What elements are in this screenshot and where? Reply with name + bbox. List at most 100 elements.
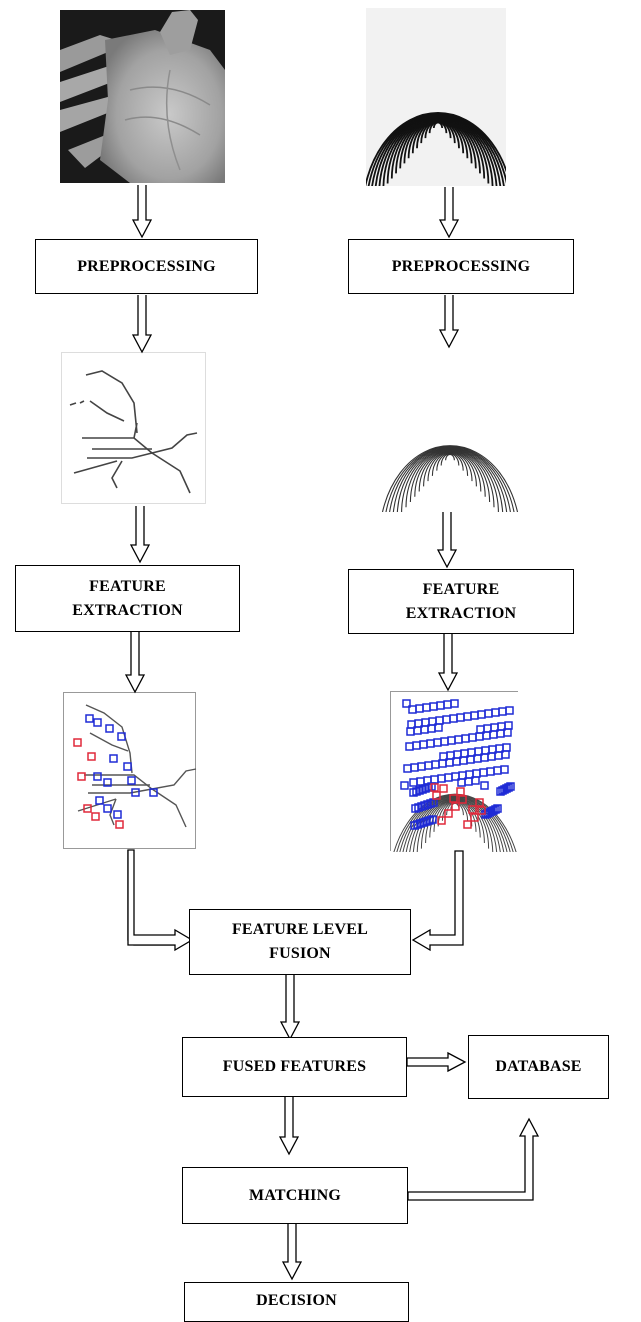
arrow-right-preprocessing-to-image xyxy=(438,295,460,349)
right-preprocessing-label: PREPROCESSING xyxy=(391,257,531,275)
arrow-palm-to-preprocessing xyxy=(131,185,153,239)
ridge-line xyxy=(392,446,508,523)
minutia-marker xyxy=(434,723,443,732)
ridge-line xyxy=(423,451,477,487)
minutia-marker xyxy=(498,786,507,795)
minutia-marker xyxy=(411,804,420,813)
palm-image xyxy=(60,10,225,183)
ridge-line xyxy=(387,446,513,529)
minutia-marker xyxy=(468,805,477,814)
minutia-marker xyxy=(93,772,102,781)
minutia-marker xyxy=(113,810,122,819)
minutia-marker xyxy=(115,820,124,829)
minutia-marker xyxy=(451,802,460,811)
left-feature-extraction-label: FEATURE EXTRACTION xyxy=(72,577,183,619)
ridge-line xyxy=(414,449,486,497)
minutia-marker xyxy=(477,806,486,815)
minutia-marker xyxy=(437,816,446,825)
matching-box: MATCHING xyxy=(182,1167,408,1224)
minutia-marker xyxy=(501,750,510,759)
minutia-marker xyxy=(439,784,448,793)
arrow-left-extraction-to-minutiae xyxy=(124,632,146,694)
minutia-marker xyxy=(480,781,489,790)
ridge-line xyxy=(427,451,473,482)
arrow-fused-to-database xyxy=(406,1051,467,1073)
ridge-line xyxy=(418,450,482,492)
minutia-marker xyxy=(402,699,411,708)
palm-thinned-image xyxy=(61,352,206,504)
ridge-line xyxy=(361,112,515,214)
minutia-marker xyxy=(400,781,409,790)
minutia-marker xyxy=(410,821,419,830)
minutia-marker xyxy=(117,732,126,741)
minutia-marker xyxy=(456,787,465,796)
ridge-line xyxy=(383,445,517,534)
minutia-marker xyxy=(449,794,458,803)
minutia-marker xyxy=(409,788,418,797)
minutia-marker xyxy=(432,791,441,800)
ridge-line xyxy=(416,798,494,855)
arrow-fusion-to-fused xyxy=(279,975,301,1041)
minutia-marker xyxy=(87,752,96,761)
minutia-marker xyxy=(444,809,453,818)
minutia-marker xyxy=(430,783,439,792)
ridge-line xyxy=(440,453,460,466)
minutia-marker xyxy=(463,820,472,829)
minutia-marker xyxy=(77,772,86,781)
minutia-marker xyxy=(503,728,512,737)
arrow-matching-to-decision xyxy=(281,1224,303,1281)
right-feature-extraction-box: FEATURE EXTRACTION xyxy=(348,569,574,634)
feature-level-fusion-box: FEATURE LEVEL FUSION xyxy=(189,909,411,975)
minutia-marker xyxy=(471,776,480,785)
minutia-marker xyxy=(105,724,114,733)
left-preprocessing-box: PREPROCESSING xyxy=(35,239,258,294)
fingerprint-image xyxy=(361,8,515,214)
ridge-line xyxy=(412,797,498,860)
minutia-marker xyxy=(103,804,112,813)
minutia-marker xyxy=(91,812,100,821)
minutia-marker xyxy=(505,706,514,715)
ridge-line xyxy=(401,448,499,513)
minutia-marker xyxy=(93,718,102,727)
ridge-line xyxy=(399,795,511,877)
arrow-left-minutiae-to-fusion xyxy=(127,849,195,952)
minutia-marker xyxy=(85,714,94,723)
ridge-line xyxy=(431,452,469,476)
arrow-fused-to-matching xyxy=(278,1097,300,1156)
fingerprint-thinned-image xyxy=(378,350,521,539)
ridge-line xyxy=(405,448,495,508)
minutia-marker xyxy=(73,738,82,747)
ridge-line xyxy=(429,799,481,838)
arrow-fingerprint-to-preprocessing xyxy=(438,187,460,239)
minutia-marker xyxy=(500,765,509,774)
minutia-marker xyxy=(470,813,479,822)
fingerprint-minutiae-image xyxy=(387,691,523,894)
palm-minutiae-image xyxy=(63,692,197,849)
database-box: DATABASE xyxy=(468,1035,609,1099)
right-preprocessing-box: PREPROCESSING xyxy=(348,239,574,294)
arrow-left-preprocessing-to-image xyxy=(131,295,153,354)
minutia-marker xyxy=(496,787,505,796)
ridge-line xyxy=(436,452,464,471)
ridge-line xyxy=(379,445,521,539)
fused-features-box: FUSED FEATURES xyxy=(182,1037,407,1097)
left-preprocessing-label: PREPROCESSING xyxy=(77,257,216,275)
ridge-line xyxy=(408,796,502,866)
ridge-line xyxy=(409,449,491,502)
right-feature-extraction-label: FEATURE EXTRACTION xyxy=(405,580,517,622)
minutia-marker xyxy=(123,762,132,771)
arrow-right-image-to-extraction xyxy=(436,512,458,569)
minutia-marker xyxy=(149,788,158,797)
feature-level-fusion-label: FEATURE LEVEL FUSION xyxy=(231,921,369,962)
minutia-marker xyxy=(109,754,118,763)
minutia-marker xyxy=(458,795,467,804)
matching-label: MATCHING xyxy=(249,1186,341,1204)
minutia-marker xyxy=(475,798,484,807)
arrow-left-image-to-extraction xyxy=(129,506,151,564)
database-label: DATABASE xyxy=(495,1058,582,1075)
minutia-marker xyxy=(127,776,136,785)
decision-label: DECISION xyxy=(256,1292,337,1309)
arrow-right-minutiae-to-fusion xyxy=(411,850,464,952)
ridge-line xyxy=(396,447,504,518)
